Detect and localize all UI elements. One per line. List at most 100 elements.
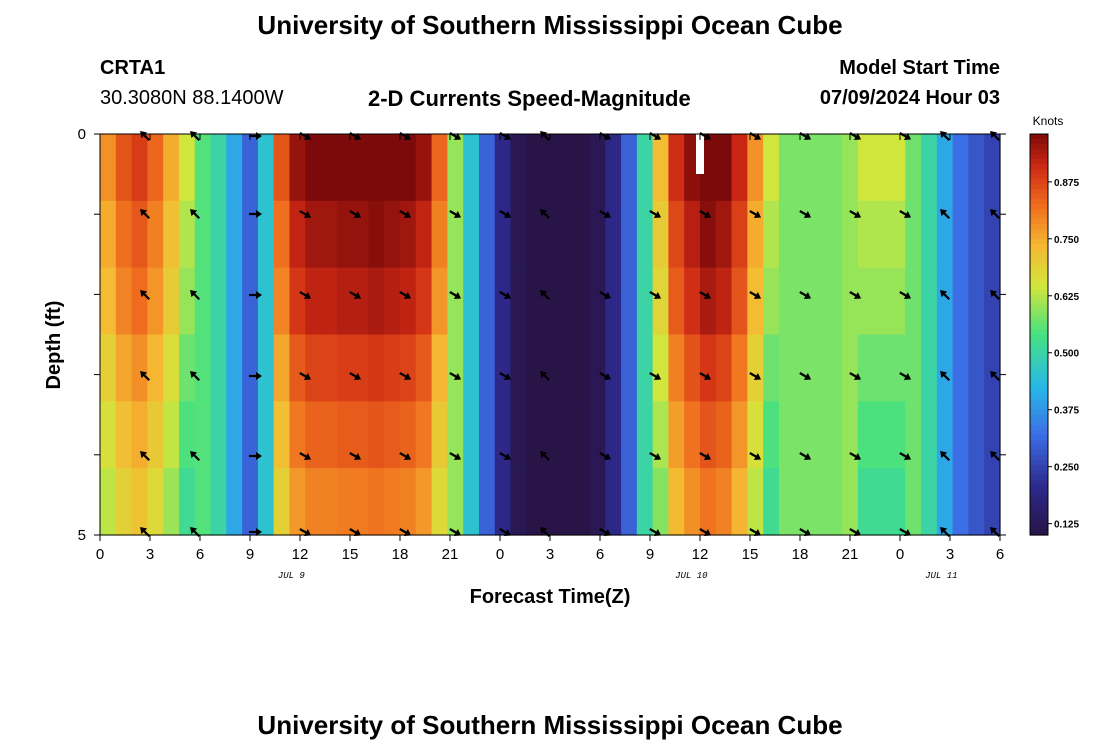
heatmap-cell	[589, 468, 606, 536]
current-arrow	[899, 210, 912, 218]
heatmap-cell	[684, 468, 701, 536]
heatmap-cell	[557, 267, 575, 336]
heatmap-cell	[131, 267, 148, 336]
heatmap-cell	[778, 468, 796, 536]
current-arrow	[140, 371, 151, 382]
heatmap-cell	[652, 468, 670, 536]
x-tick-label: 9	[246, 546, 254, 563]
heatmap-cell	[478, 401, 496, 469]
heatmap-cell	[431, 200, 448, 269]
colorbar-segment	[1030, 144, 1048, 150]
current-arrow	[249, 528, 262, 536]
heatmap-cell	[589, 334, 606, 402]
heatmap-cell	[652, 334, 670, 402]
heatmap-cell	[731, 134, 748, 202]
date-label: JUL 10	[675, 571, 708, 581]
current-arrow	[649, 452, 662, 460]
heatmap-cell	[368, 401, 385, 469]
colorbar-segment	[1030, 289, 1048, 295]
current-arrow	[349, 291, 362, 299]
heatmap-cell	[905, 401, 922, 469]
x-tick-label: 21	[842, 546, 859, 563]
colorbar-segment	[1030, 494, 1048, 501]
colorbar-segment	[1030, 394, 1048, 401]
heatmap-cell	[226, 267, 243, 336]
heatmap-cell	[289, 134, 306, 202]
heatmap-cell	[968, 134, 985, 202]
colorbar-segment	[1030, 284, 1048, 290]
model-start-label: Model Start Time	[839, 57, 1000, 79]
current-arrow	[399, 372, 412, 380]
current-arrow	[899, 372, 912, 380]
heatmap-cell	[747, 200, 764, 269]
current-arrow	[540, 371, 551, 382]
heatmap-cell	[178, 334, 196, 402]
current-arrow	[799, 452, 812, 460]
heatmap-cell	[289, 401, 306, 469]
colorbar-segment	[1030, 339, 1048, 346]
heatmap-cell	[889, 267, 906, 336]
heatmap-cell	[605, 401, 622, 469]
current-arrow	[249, 210, 262, 218]
heatmap-cell	[447, 334, 464, 402]
current-arrow	[299, 291, 312, 299]
colorbar-segment	[1030, 459, 1048, 466]
heatmap-cell	[115, 401, 133, 469]
heatmap-cell	[321, 401, 338, 469]
colorbar-tick-label: 0.500	[1054, 349, 1079, 360]
heatmap-cell	[542, 334, 559, 402]
heatmap-cell	[605, 334, 622, 402]
colorbar-segment	[1030, 274, 1048, 280]
current-arrow	[799, 291, 812, 299]
heatmap-cell	[352, 200, 370, 269]
heatmap-cell	[257, 334, 275, 402]
current-arrow	[990, 451, 1001, 462]
current-arrow	[499, 452, 512, 460]
current-arrow	[299, 452, 312, 460]
colorbar: 0.125 0.250 0.375 0.500 0.625 0.750 0.875	[1029, 133, 1079, 536]
heatmap-cell	[968, 267, 985, 336]
heatmap-cell	[131, 334, 148, 402]
heatmap-cell	[557, 334, 575, 402]
current-arrow	[349, 372, 362, 380]
heatmap-cell	[668, 200, 685, 269]
heatmap-cell	[636, 334, 654, 402]
heatmap-cell	[400, 334, 417, 402]
heatmap-cell	[731, 200, 748, 269]
heatmap-cell	[431, 401, 448, 469]
heatmap-cell	[668, 267, 685, 336]
heatmap-cell	[984, 468, 1001, 536]
heatmap-cell	[557, 134, 575, 202]
data-gap-marker	[696, 134, 704, 174]
heatmap-cell	[415, 334, 433, 402]
heatmap-cell	[668, 334, 685, 402]
heatmap-cell	[778, 267, 796, 336]
heatmap-cell	[826, 468, 843, 536]
colorbar-segment	[1030, 154, 1048, 160]
heatmap-cell	[968, 401, 985, 469]
colorbar-segment	[1030, 474, 1048, 481]
y-axis: 05	[78, 126, 1006, 544]
colorbar-segment	[1030, 334, 1048, 341]
heatmap-cell	[936, 134, 954, 202]
heatmap-cell	[668, 468, 685, 536]
heatmap-cell	[873, 401, 891, 469]
x-tick-label: 3	[946, 546, 954, 563]
x-axis-label: Forecast Time(Z)	[469, 586, 631, 608]
colorbar-segment	[1030, 404, 1048, 411]
current-arrow	[349, 210, 362, 218]
colorbar-segment	[1030, 314, 1048, 321]
heatmap-cell	[163, 401, 180, 469]
colorbar-tick-label: 0.375	[1054, 406, 1079, 417]
heatmap-cell	[905, 468, 922, 536]
current-arrow	[449, 452, 462, 460]
x-tick-label: 0	[896, 546, 904, 563]
current-arrow	[449, 210, 462, 218]
x-axis: 0 3 6 9 12 15 18 21 0 3 6 9 12 15 18 21 0 3 6 JUL 9 JUL 10 JU…	[96, 134, 1004, 581]
heatmap-cell	[684, 334, 701, 402]
heatmap-cell	[415, 267, 433, 336]
heatmap-cell	[178, 267, 196, 336]
colorbar-segment	[1030, 479, 1048, 486]
heatmap-cell	[384, 334, 401, 402]
